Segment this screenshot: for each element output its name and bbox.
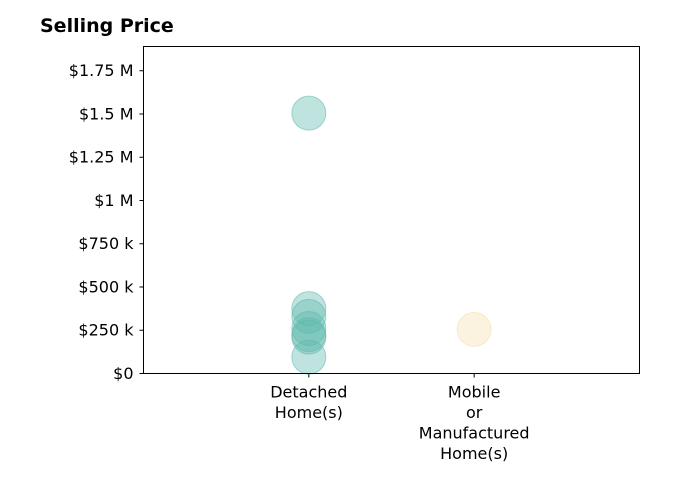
y-tick-label: $0	[113, 364, 133, 383]
x-category-label: Mobile or Manufactured Home(s)	[419, 383, 530, 464]
x-category-label: Detached Home(s)	[270, 383, 347, 423]
y-tick-label: $1 M	[94, 191, 133, 210]
y-tick-label: $1.25 M	[69, 148, 134, 167]
x-category-label-line: Detached	[270, 383, 347, 402]
y-tick-label: $1.5 M	[79, 104, 134, 123]
y-tick-label: $1.75 M	[69, 61, 134, 80]
data-point	[291, 95, 327, 131]
data-point	[291, 339, 327, 375]
data-point	[291, 291, 327, 327]
y-tick-label: $500 k	[78, 277, 134, 296]
y-tick-label: $250 k	[78, 321, 134, 340]
x-category-label-line: Home(s)	[275, 403, 343, 422]
x-category-label-line: Home(s)	[440, 444, 508, 463]
data-point	[291, 298, 327, 334]
data-point	[456, 311, 492, 347]
chart-title: Selling Price	[40, 15, 174, 37]
data-point	[291, 319, 327, 355]
y-tick-label: $750 k	[78, 234, 134, 253]
y-axis: $0 $250 k $500 k $750 k $1 M $1.25 M $1.5 M $1.…	[69, 61, 144, 383]
data-points	[291, 95, 492, 375]
x-axis: Detached Home(s)Mobile or Manufactured Home(…	[270, 373, 530, 464]
x-category-label-line: or	[466, 403, 483, 422]
x-category-label-line: Manufactured	[419, 424, 530, 443]
x-category-label-line: Mobile	[448, 383, 500, 402]
plot-frame	[143, 46, 640, 374]
